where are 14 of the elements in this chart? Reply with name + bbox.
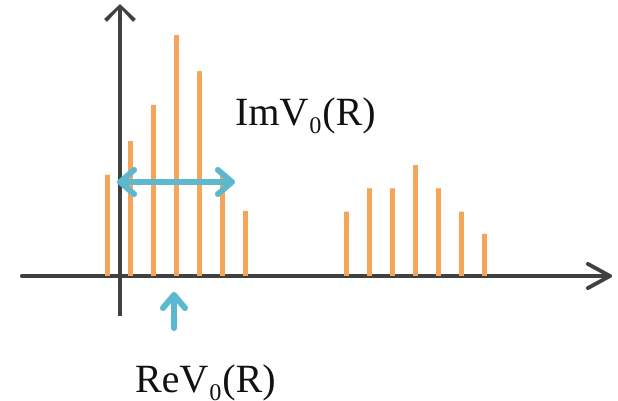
bar <box>174 35 178 276</box>
bar <box>150 104 156 276</box>
bar <box>366 188 372 276</box>
bar <box>482 234 486 276</box>
bar <box>390 188 394 276</box>
bar <box>344 212 348 276</box>
bar <box>104 174 110 276</box>
bar <box>412 165 418 276</box>
bar <box>458 212 464 276</box>
bar <box>242 210 248 276</box>
annotation: ImV₀(R) <box>235 89 376 134</box>
text: ReV₀(R) <box>135 356 276 401</box>
bar <box>196 71 202 276</box>
bar <box>436 188 440 276</box>
